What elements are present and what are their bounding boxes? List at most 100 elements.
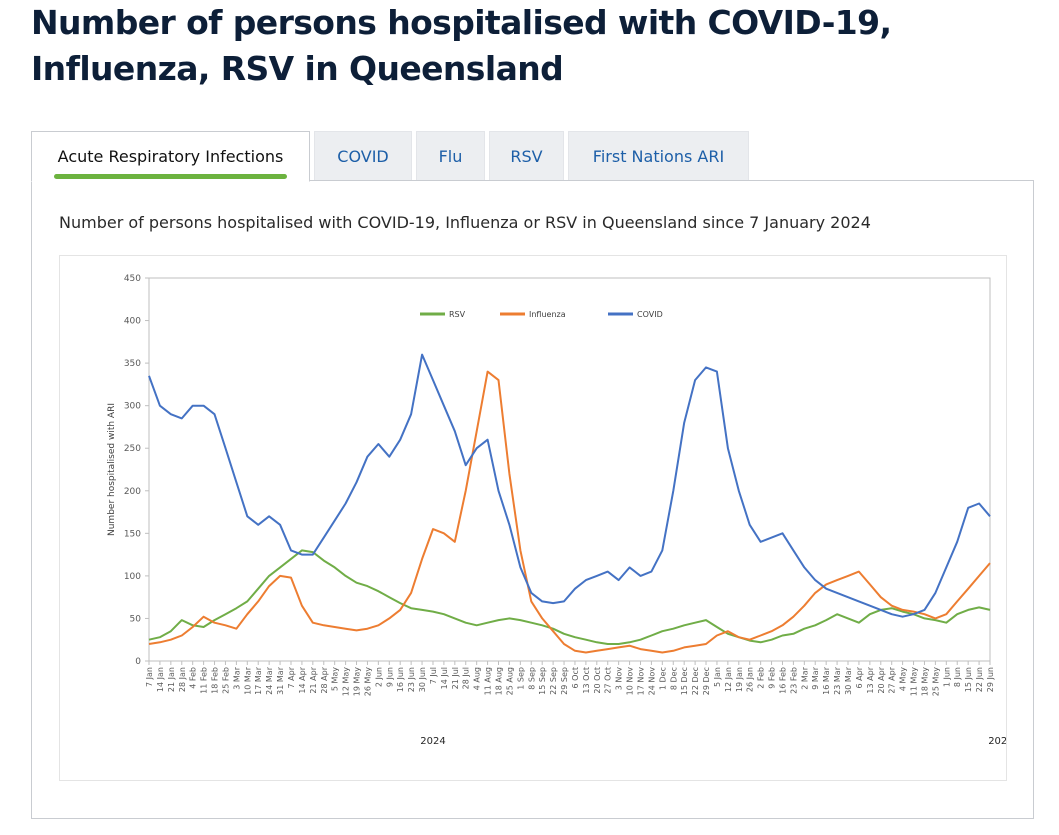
y-tick-label: 450 <box>124 274 141 284</box>
chart-title: Number of persons hospitalised with COVI… <box>59 213 871 232</box>
y-tick-label: 350 <box>124 359 141 369</box>
x-tick-label: 29 Sep <box>560 667 569 695</box>
x-tick-label: 2 Jun <box>374 667 383 687</box>
x-tick-label: 28 Jan <box>178 667 187 692</box>
x-tick-label: 21 Jan <box>167 667 176 692</box>
plot-area <box>148 277 991 662</box>
x-tick-label: 15 Jun <box>964 667 973 692</box>
line-chart: 0 50 100 150 200 250 300 350 400 450 Number hospit… <box>107 274 1006 747</box>
x-tick-label: 11 Feb <box>200 667 209 694</box>
tab-label: First Nations ARI <box>592 146 725 166</box>
x-tick-label: 8 Dec <box>669 667 678 690</box>
x-tick-label: 14 Jul <box>440 667 449 689</box>
tab-rsv[interactable]: RSV <box>489 131 564 180</box>
x-tick-label: 18 Aug <box>495 667 504 695</box>
year-label: 2025 <box>988 736 1006 747</box>
x-tick-label: 16 Mar <box>822 666 831 695</box>
x-tick-label: 14 Jan <box>156 667 165 692</box>
chart-container: 0 50 100 150 200 250 300 350 400 450 Number hospit… <box>59 255 1007 781</box>
x-tick-label: 28 Apr <box>320 666 329 693</box>
x-tick-label: 9 Feb <box>768 667 777 689</box>
x-tick-label: 8 Sep <box>527 667 536 690</box>
x-tick-label: 6 Oct <box>571 667 580 688</box>
tab-panel: Number of persons hospitalised with COVI… <box>31 180 1034 819</box>
x-tick-label: 25 May <box>931 667 940 697</box>
tab-label: COVID <box>337 146 389 166</box>
y-tick-label: 400 <box>124 317 141 327</box>
x-tick-label: 19 May <box>353 667 362 697</box>
x-tick-label: 15 Sep <box>538 667 547 695</box>
x-tick-label: 17 Nov <box>636 667 645 696</box>
x-tick-label: 5 Jan <box>713 667 722 687</box>
tab-label: Flu <box>438 146 463 166</box>
x-tick-label: 24 Mar <box>265 666 274 695</box>
x-tick-label: 7 Apr <box>287 666 296 688</box>
x-tick-label: 11 May <box>910 667 919 697</box>
x-tick-label: 1 Jun <box>942 667 951 687</box>
x-tick-label: 29 Jun <box>986 667 995 692</box>
x-tick-label: 20 Apr <box>877 666 886 693</box>
x-tick-label: 29 Dec <box>702 667 711 695</box>
active-tab-indicator <box>54 174 287 179</box>
tab-flu[interactable]: Flu <box>416 131 485 180</box>
x-tick-label: 20 Oct <box>593 667 602 694</box>
x-tick-label: 22 Sep <box>549 667 558 695</box>
page-title: Number of persons hospitalised with COVI… <box>31 3 892 88</box>
x-tick-label: 31 Mar <box>276 666 285 695</box>
x-tick-label: 10 Nov <box>626 667 635 696</box>
x-tick-label: 27 Apr <box>888 666 897 693</box>
x-tick-label: 13 Apr <box>866 666 875 693</box>
x-tick-label: 15 Dec <box>680 667 689 695</box>
x-tick-label: 16 Jun <box>396 667 405 692</box>
x-tick-label: 17 Mar <box>254 666 263 695</box>
x-tick-label: 7 Jan <box>145 667 154 687</box>
x-tick-label: 13 Oct <box>582 667 591 694</box>
x-tick-label: 22 Dec <box>691 667 700 695</box>
x-tick-label: 4 Aug <box>473 667 482 690</box>
x-tick-label: 8 Jun <box>953 667 962 687</box>
x-tick-label: 3 Nov <box>615 667 624 691</box>
x-tick-label: 9 Jun <box>385 667 394 687</box>
x-tick-label: 21 Apr <box>309 666 318 693</box>
x-tick-label: 23 Mar <box>833 666 842 695</box>
x-tick-label: 4 May <box>899 667 908 691</box>
x-tick-label: 28 Jul <box>462 667 471 689</box>
x-tick-label: 27 Oct <box>604 667 613 694</box>
y-tick-label: 100 <box>124 572 141 582</box>
x-tick-label: 23 Jun <box>407 667 416 692</box>
series-line-rsv <box>148 549 991 645</box>
x-tick-label: 9 Mar <box>811 666 820 689</box>
x-tick-label: 16 Feb <box>778 667 787 694</box>
x-tick-label: 21 Jul <box>451 667 460 689</box>
x-tick-label: 26 Jan <box>746 667 755 692</box>
year-label: 2024 <box>420 736 445 747</box>
series-line-influenza <box>148 370 991 654</box>
y-tick-label: 50 <box>130 614 142 624</box>
x-tick-label: 30 Mar <box>844 666 853 695</box>
legend-label: COVID <box>637 310 663 319</box>
x-tick-label: 12 Jan <box>724 667 733 692</box>
tab-covid[interactable]: COVID <box>314 131 412 180</box>
tab-acute-respiratory-infections[interactable]: Acute Respiratory Infections <box>31 131 310 182</box>
y-tick-label: 200 <box>124 487 141 497</box>
x-tick-label: 30 Jun <box>418 667 427 692</box>
tab-first-nations-ari[interactable]: First Nations ARI <box>568 131 749 180</box>
x-tick-label: 4 Feb <box>189 667 198 689</box>
x-tick-label: 1 Sep <box>516 667 525 690</box>
x-tick-label: 25 Aug <box>505 667 514 695</box>
x-tick-label: 12 May <box>342 667 351 697</box>
x-tick-label: 2 Feb <box>757 667 766 689</box>
x-tick-label: 11 Aug <box>484 667 493 695</box>
tab-label: RSV <box>510 146 543 166</box>
y-tick-label: 250 <box>124 444 141 454</box>
x-tick-label: 22 Jun <box>975 667 984 692</box>
y-tick-label: 150 <box>124 529 141 539</box>
legend-label: Influenza <box>529 310 566 319</box>
x-tick-label: 5 May <box>331 667 340 691</box>
x-tick-label: 25 Feb <box>221 667 230 694</box>
x-tick-label: 18 May <box>920 667 929 697</box>
x-tick-label: 2 Mar <box>800 666 809 689</box>
x-tick-label: 1 Dec <box>658 667 667 690</box>
x-tick-label: 6 Apr <box>855 666 864 688</box>
series-line-covid <box>148 353 991 618</box>
